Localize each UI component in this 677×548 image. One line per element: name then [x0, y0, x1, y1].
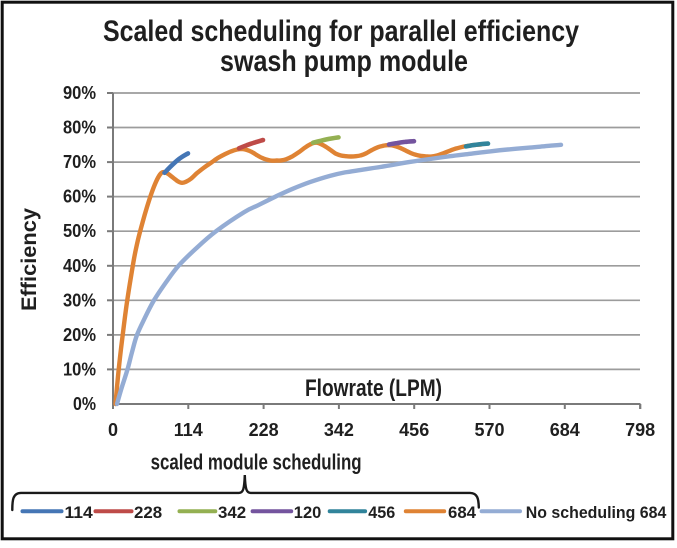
- svg-text:228: 228: [249, 420, 279, 440]
- svg-text:Efficiency: Efficiency: [18, 208, 41, 311]
- svg-text:90%: 90%: [63, 83, 96, 103]
- svg-text:60%: 60%: [63, 187, 96, 207]
- svg-text:0%: 0%: [73, 394, 96, 414]
- svg-text:456: 456: [399, 420, 429, 440]
- svg-text:684: 684: [448, 503, 477, 522]
- svg-text:114: 114: [174, 420, 203, 440]
- svg-text:0: 0: [108, 420, 118, 440]
- svg-text:342: 342: [324, 420, 354, 440]
- svg-text:228: 228: [134, 503, 162, 522]
- svg-text:40%: 40%: [63, 256, 96, 276]
- svg-text:70%: 70%: [63, 152, 96, 172]
- svg-text:114: 114: [65, 503, 94, 522]
- svg-text:570: 570: [474, 420, 504, 440]
- svg-text:swash pump module: swash pump module: [220, 45, 468, 78]
- svg-text:80%: 80%: [63, 118, 96, 138]
- svg-text:798: 798: [625, 420, 655, 440]
- svg-text:120: 120: [294, 503, 322, 522]
- svg-text:50%: 50%: [63, 221, 96, 241]
- svg-text:684: 684: [550, 420, 580, 440]
- svg-text:scaled module scheduling: scaled module scheduling: [151, 450, 362, 475]
- svg-text:342: 342: [218, 503, 246, 522]
- svg-text:Scaled scheduling for parallel: Scaled scheduling for parallel efficienc…: [103, 15, 579, 48]
- svg-text:20%: 20%: [63, 325, 96, 345]
- svg-text:Flowrate (LPM): Flowrate (LPM): [305, 375, 442, 402]
- svg-text:No scheduling 684: No scheduling 684: [526, 503, 667, 522]
- svg-text:30%: 30%: [63, 290, 96, 310]
- svg-text:456: 456: [368, 503, 395, 522]
- svg-text:10%: 10%: [63, 359, 96, 379]
